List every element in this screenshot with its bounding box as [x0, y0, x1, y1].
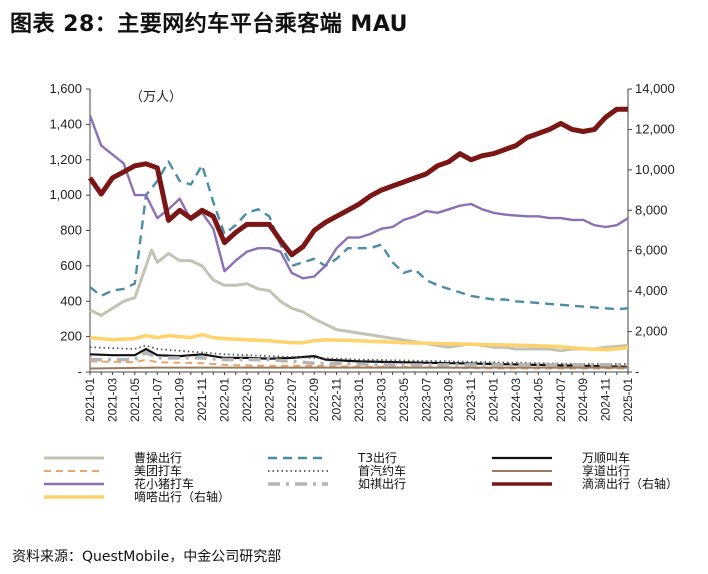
x-tick-label: 2024-07 [554, 378, 568, 422]
x-tick-label: 2024-09 [576, 378, 590, 422]
x-tick-label: 2021-03 [105, 378, 119, 422]
series-line-4 [89, 344, 628, 365]
legend-label-6: 花小猪打车 [134, 476, 194, 491]
legend-label-2: 万顺叫车 [582, 450, 630, 465]
x-tick-label: 2022-09 [307, 378, 321, 422]
legend-label-7: 如祺出行 [358, 476, 406, 491]
x-tick-label: 2024-11 [599, 378, 613, 421]
y-left-tick-label: 200 [60, 329, 82, 344]
series-line-7 [90, 350, 628, 367]
y-right-tick-label: 12,000 [635, 121, 675, 136]
legend-label-5: 享道出行 [582, 463, 630, 478]
x-tick-label: 2022-05 [262, 378, 276, 422]
y-left-tick-label: 400 [60, 293, 82, 308]
x-tick-label: 2024-01 [487, 378, 501, 422]
x-tick-label: 2022-03 [240, 378, 254, 422]
x-tick-label: 2021-05 [128, 378, 142, 422]
axes: - 200 400 600 800 1,000 1,200 1,400 1,600 - 2,000 4… [49, 81, 674, 422]
x-tick-label: 2023-09 [442, 378, 456, 422]
x-tick-label: 2021-01 [83, 378, 97, 422]
series-layer [87, 106, 629, 370]
x-tick-label: 2023-05 [397, 378, 411, 422]
y-right-tick-label: 8,000 [635, 202, 668, 217]
y-left-tick-label: 1,600 [49, 81, 82, 96]
x-tick-label: 2022-07 [285, 378, 299, 422]
series-line-2 [89, 347, 629, 368]
x-tick-label: 2023-01 [352, 378, 366, 422]
y-right-tick-label: 6,000 [635, 243, 668, 258]
x-tick-label: 2021-11 [195, 378, 209, 421]
y-left-tick-label: 600 [60, 258, 82, 273]
x-tick-label: 2022-01 [218, 378, 232, 422]
y-left-tick-label: 1,400 [49, 116, 82, 131]
series-line-0 [89, 248, 629, 353]
y-left-tick-label: - [78, 364, 82, 379]
y-right-tick-label: 14,000 [635, 81, 675, 96]
legend-label-1: T3出行 [357, 451, 397, 465]
legend-label-4: 首汽约车 [358, 463, 406, 478]
x-tick-label: 2021-09 [173, 378, 187, 422]
x-tick-label: 2023-11 [464, 378, 478, 421]
series-line-8 [89, 332, 629, 352]
chart-title: 图表 28：主要网约车平台乘客端 MAU [10, 12, 409, 37]
y-right-tick-label: - [635, 364, 639, 379]
y-left-tick-label: 1,200 [49, 152, 82, 167]
y-right-tick-label: 10,000 [635, 162, 675, 177]
y-left-tick-label: 800 [60, 223, 82, 238]
y-right-tick-label: 4,000 [635, 283, 668, 298]
x-tick-label: 2023-07 [419, 378, 433, 422]
x-tick-label: 2023-03 [374, 378, 388, 422]
series-line-1 [89, 160, 629, 311]
legend-label-9: 滴滴出行（右轴） [582, 476, 678, 491]
x-tick-label: 2024-05 [531, 378, 545, 422]
series-line-9 [87, 106, 628, 258]
x-tick-label: 2022-11 [330, 378, 344, 421]
x-tick-label: 2021-07 [150, 378, 164, 422]
y-left-tick-label: 1,000 [49, 187, 82, 202]
source-note: 资料来源：QuestMobile，中金公司研究部 [12, 549, 282, 565]
y-right-tick-label: 2,000 [635, 324, 668, 339]
x-tick-label: 2025-01 [621, 378, 635, 422]
legend-label-8: 嘀嗒出行（右轴） [134, 489, 230, 504]
unit-label: （万人） [130, 89, 182, 104]
series-line-6 [88, 115, 629, 280]
legend-label-0: 曹操出行 [134, 450, 182, 465]
legend-label-3: 美团打车 [134, 463, 182, 478]
series-line-5 [89, 366, 628, 370]
x-tick-label: 2024-03 [509, 378, 523, 422]
